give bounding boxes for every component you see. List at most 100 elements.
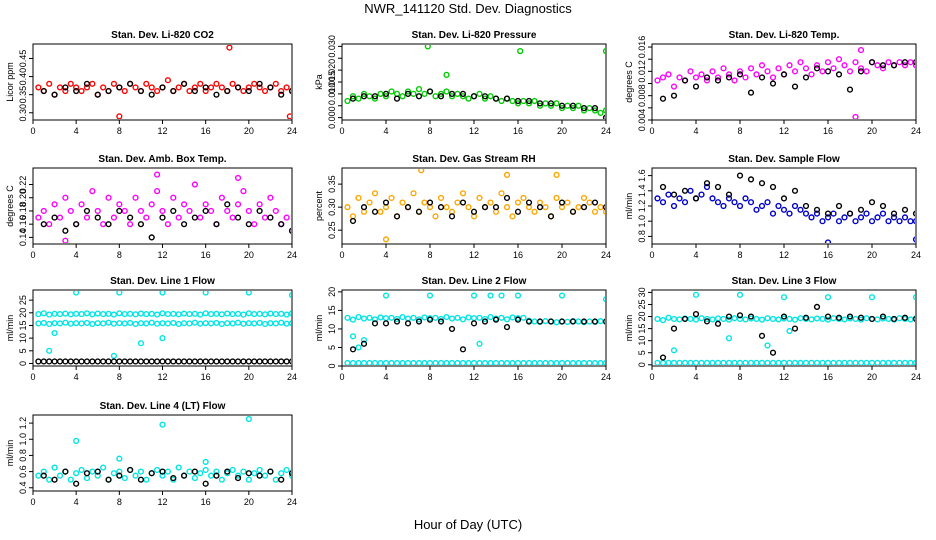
data-point xyxy=(907,218,914,225)
x-tick-label: 12 xyxy=(157,497,167,507)
data-point xyxy=(197,214,204,221)
highlight-point xyxy=(137,358,145,365)
data-point xyxy=(67,476,74,483)
data-point xyxy=(659,74,667,81)
data-point xyxy=(736,202,744,210)
y-tick-label: 0 xyxy=(327,363,337,368)
data-point xyxy=(775,202,782,210)
x-tick-label: 8 xyxy=(737,126,742,136)
data-point xyxy=(896,359,903,365)
data-point xyxy=(764,342,771,349)
data-point xyxy=(786,210,793,217)
highlight-point xyxy=(547,213,555,220)
data-point xyxy=(388,314,395,321)
x-tick-label: 20 xyxy=(867,126,877,136)
data-point xyxy=(245,207,252,215)
data-point xyxy=(159,320,166,327)
highlight-point xyxy=(245,87,252,95)
highlight-point xyxy=(580,105,588,112)
y-axis-label: Licor ppm xyxy=(5,62,15,102)
highlight-point xyxy=(912,316,915,322)
highlight-point xyxy=(224,468,231,475)
highlight-point xyxy=(879,62,887,69)
data-points xyxy=(35,291,291,365)
data-point xyxy=(404,88,412,95)
plot-frame xyxy=(651,167,917,245)
data-point xyxy=(83,319,91,327)
highlight-point xyxy=(791,187,799,194)
data-point xyxy=(40,310,47,317)
data-point xyxy=(229,466,236,474)
data-point xyxy=(437,194,445,202)
highlight-point xyxy=(202,84,209,91)
highlight-point xyxy=(824,313,832,320)
x-tick-label: 24 xyxy=(601,126,611,136)
panel-title: Stan. Dev. Li-820 Temp. xyxy=(729,30,840,41)
highlight-point xyxy=(83,358,91,365)
data-point xyxy=(288,292,291,299)
data-point xyxy=(520,194,527,202)
data-point xyxy=(758,202,766,210)
highlight-point xyxy=(736,172,744,179)
data-point xyxy=(509,213,516,220)
highlight-point xyxy=(202,480,209,487)
highlight-point xyxy=(736,71,744,78)
data-point xyxy=(382,236,390,243)
data-point xyxy=(498,97,505,105)
data-point xyxy=(175,84,182,91)
data-point xyxy=(229,310,236,318)
data-point xyxy=(736,315,744,323)
highlight-point xyxy=(736,312,744,319)
data-point xyxy=(67,80,74,87)
x-tick-label: 12 xyxy=(157,126,167,136)
highlight-point xyxy=(558,199,566,206)
data-point xyxy=(676,74,683,81)
highlight-point xyxy=(824,210,832,217)
data-point xyxy=(764,359,771,365)
data-point xyxy=(775,359,782,365)
data-point xyxy=(224,310,231,317)
highlight-point xyxy=(470,320,478,327)
highlight-point xyxy=(492,95,500,102)
data-point xyxy=(542,100,549,107)
data-point xyxy=(154,188,161,195)
highlight-point xyxy=(83,80,91,87)
y-tick-label: 10 xyxy=(18,333,28,343)
highlight-point xyxy=(62,227,69,234)
data-point xyxy=(261,320,269,328)
data-points xyxy=(35,416,291,487)
highlight-point xyxy=(207,358,215,365)
data-point xyxy=(278,470,285,477)
data-point xyxy=(197,470,204,477)
highlight-point xyxy=(143,358,150,365)
data-point xyxy=(454,90,461,97)
x-tick-label: 24 xyxy=(287,126,297,136)
highlight-point xyxy=(159,214,166,221)
data-point xyxy=(278,310,285,317)
highlight-point xyxy=(267,468,274,475)
highlight-point xyxy=(725,74,733,81)
data-point xyxy=(94,310,101,317)
highlight-point xyxy=(569,318,577,325)
x-tick-label: 16 xyxy=(513,250,523,260)
data-point xyxy=(885,59,892,66)
highlight-point xyxy=(547,100,555,107)
highlight-point xyxy=(503,323,511,331)
x-tick-label: 8 xyxy=(427,250,432,260)
highlight-point xyxy=(159,468,166,475)
data-point xyxy=(720,359,727,365)
highlight-point xyxy=(868,59,876,66)
chart-panel-7: Stan. Dev. Line 1 Flow 0 4 8 12 16 20 24 0 5 10 15 2… xyxy=(5,276,297,382)
data-point xyxy=(240,468,247,475)
highlight-point xyxy=(857,68,865,75)
y-axis-label: percent xyxy=(314,190,324,221)
data-point xyxy=(885,315,892,323)
data-point xyxy=(202,466,209,474)
data-point xyxy=(564,199,571,206)
highlight-point xyxy=(137,476,145,483)
data-point xyxy=(186,207,193,215)
highlight-point xyxy=(912,210,915,217)
data-point xyxy=(602,360,605,365)
y-tick-label: 0.4 xyxy=(18,482,28,495)
data-point xyxy=(159,207,166,215)
